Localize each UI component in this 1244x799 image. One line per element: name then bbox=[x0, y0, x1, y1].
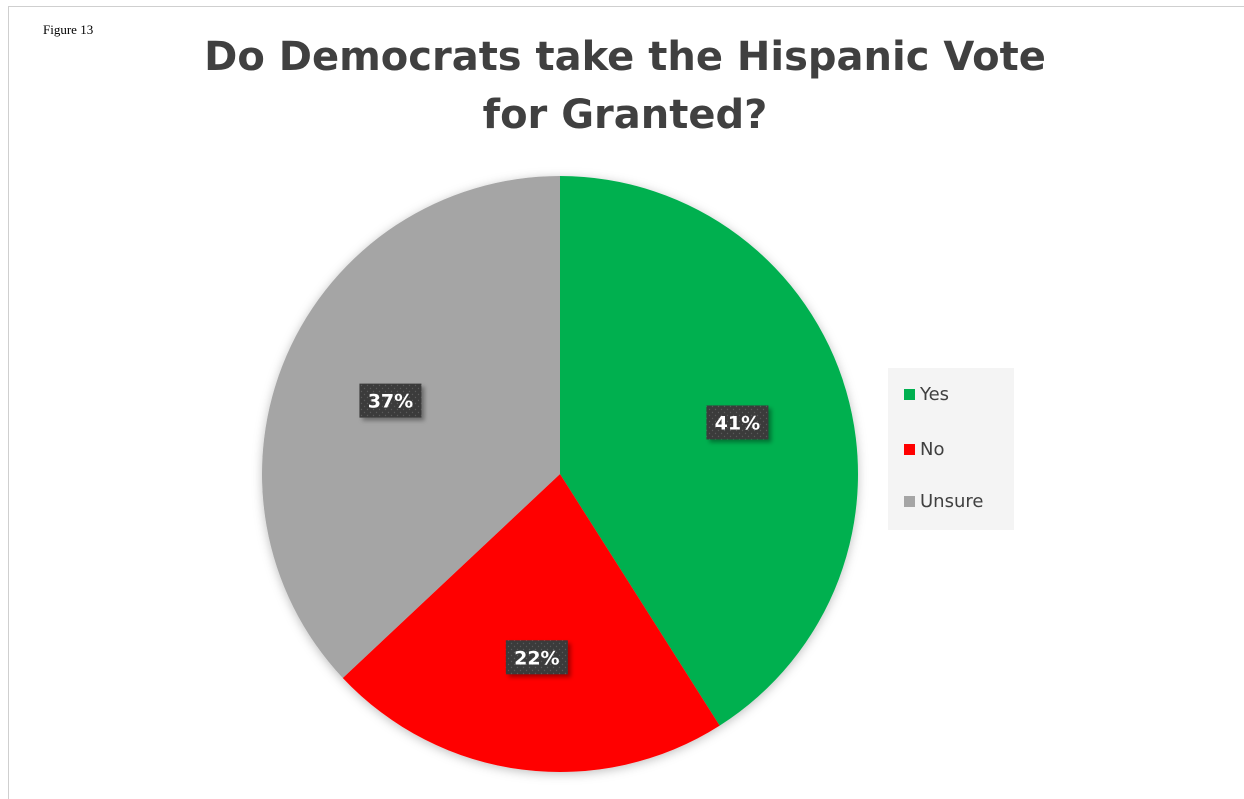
legend-item-yes: Yes bbox=[904, 382, 949, 406]
legend-swatch-no bbox=[904, 443, 915, 455]
figure-label: Figure 13 bbox=[43, 22, 94, 37]
data-label-box-no bbox=[505, 640, 568, 675]
chart-title: Do Democrats take the Hispanic Vote for … bbox=[204, 34, 1046, 138]
data-label-text-unsure: 37% bbox=[368, 391, 413, 413]
data-label-yes: 41% bbox=[706, 405, 769, 440]
legend-label-unsure: Unsure bbox=[920, 490, 984, 512]
legend-label-no: No bbox=[920, 438, 945, 460]
legend-item-unsure: Unsure bbox=[904, 489, 983, 513]
data-label-no: 22% bbox=[505, 640, 568, 675]
chart-frame bbox=[8, 6, 1244, 799]
legend-swatch-unsure bbox=[904, 495, 915, 507]
legend-item-no: No bbox=[904, 437, 944, 461]
legend-swatch-yes bbox=[904, 388, 915, 400]
data-label-box-unsure bbox=[359, 383, 422, 418]
data-label-unsure: 37% bbox=[359, 383, 422, 418]
pie-slice-yes bbox=[560, 176, 858, 726]
data-label-text-yes: 41% bbox=[715, 412, 760, 434]
data-label-box-yes bbox=[706, 405, 769, 440]
pie-slice-unsure bbox=[262, 176, 560, 678]
legend-label-yes: Yes bbox=[920, 383, 950, 405]
pie-slice-no bbox=[342, 474, 720, 773]
data-label-text-no: 22% bbox=[514, 647, 559, 669]
legend: Yes No Unsure bbox=[888, 368, 1014, 530]
